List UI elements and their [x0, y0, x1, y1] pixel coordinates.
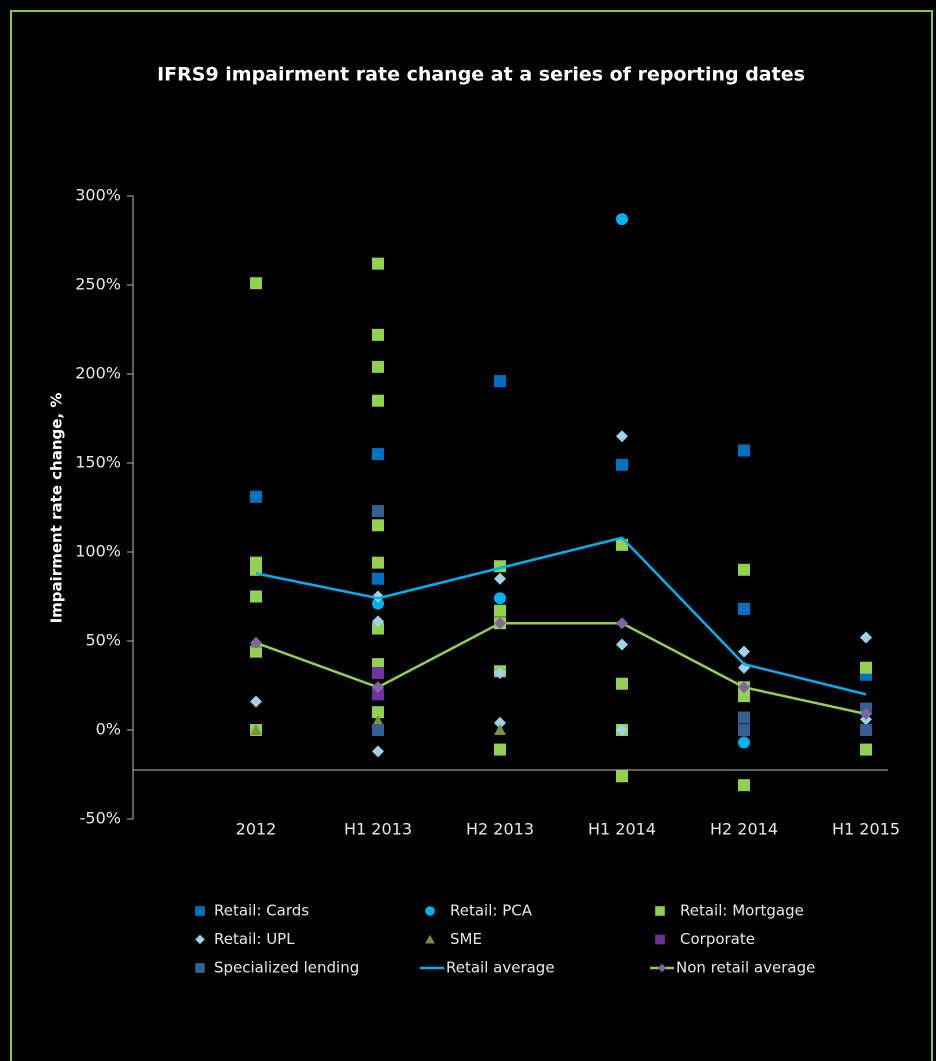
legend-label: Corporate: [680, 930, 755, 948]
data-point: [860, 743, 872, 756]
data-point: [494, 604, 506, 617]
legend-label: Retail: UPL: [214, 930, 295, 948]
x-tick-label: H1 2015: [832, 820, 900, 839]
data-point: [372, 328, 384, 341]
legend-label: Retail: Mortgage: [680, 902, 804, 920]
data-point: [372, 572, 384, 585]
data-point: [738, 563, 750, 576]
data-point: [250, 590, 262, 603]
data-point: [372, 360, 384, 373]
legend-marker: [425, 906, 435, 916]
y-tick-label: 250%: [75, 275, 121, 294]
legend-label: Retail average: [446, 959, 555, 977]
data-point: [616, 430, 628, 443]
y-tick-label: 150%: [75, 453, 121, 472]
data-point: [616, 677, 628, 690]
legend-label: SME: [450, 930, 482, 948]
data-point: [494, 724, 506, 735]
data-point: [372, 597, 384, 610]
average-point: [738, 681, 750, 694]
legend-marker: [655, 934, 665, 945]
y-tick-label: -50%: [80, 809, 121, 828]
data-point: [250, 645, 262, 658]
frame: [10, 10, 933, 1061]
y-tick-label: 200%: [75, 364, 121, 383]
data-point: [738, 602, 750, 615]
legend-marker: [655, 906, 665, 916]
data-point: [372, 505, 384, 518]
data-point: [494, 716, 506, 729]
data-point: [494, 572, 506, 585]
legend-label: Specialized lending: [214, 959, 359, 977]
data-point: [494, 592, 506, 605]
average-point: [494, 617, 506, 630]
data-point: [372, 257, 384, 270]
y-tick-label: 100%: [75, 542, 121, 561]
average-point: [250, 636, 262, 649]
y-tick-label: 0%: [96, 720, 121, 739]
legend-marker: [195, 963, 205, 973]
data-point: [372, 745, 384, 758]
data-point: [250, 490, 262, 503]
legend-label: Retail: Cards: [214, 902, 309, 920]
data-point: [372, 724, 384, 736]
data-point: [372, 622, 384, 635]
data-point: [738, 444, 750, 457]
data-point: [860, 661, 872, 674]
data-point: [616, 724, 628, 736]
data-point: [738, 736, 750, 749]
x-tick-label: H1 2013: [344, 820, 412, 839]
average-line: [255, 621, 867, 716]
average-point: [616, 617, 628, 630]
legend-marker: [195, 934, 205, 945]
legend-label: Retail: PCA: [450, 902, 533, 920]
data-point: [372, 706, 384, 719]
x-tick-label: 2012: [236, 820, 277, 839]
legend-marker: [657, 963, 667, 973]
data-point: [616, 638, 628, 651]
data-point: [860, 724, 872, 736]
data-point: [738, 645, 750, 658]
average-point: [860, 707, 872, 720]
data-point: [372, 715, 384, 727]
data-point: [372, 394, 384, 407]
data-point: [372, 590, 384, 603]
y-tick-label: 300%: [75, 186, 121, 205]
average-line: [255, 536, 867, 696]
average-point: [372, 681, 384, 694]
y-tick-label: 50%: [85, 631, 121, 650]
data-point: [616, 458, 628, 471]
data-point: [738, 724, 750, 736]
x-tick-label: H2 2014: [710, 820, 778, 839]
data-point: [738, 711, 750, 724]
y-axis-label: Impairment rate change, %: [48, 393, 66, 624]
data-point: [616, 770, 628, 783]
chart-title: IFRS9 impairment rate change at a series…: [157, 64, 805, 86]
data-point: [738, 779, 750, 792]
data-point: [250, 724, 262, 735]
legend-marker: [425, 934, 435, 944]
data-point: [372, 556, 384, 569]
data-point: [372, 688, 384, 701]
data-point: [372, 448, 384, 461]
data-point: [372, 615, 384, 628]
x-tick-label: H1 2014: [588, 820, 656, 839]
x-tick-label: H2 2013: [466, 820, 534, 839]
legend-marker: [195, 906, 205, 916]
data-point: [616, 213, 628, 226]
data-point: [860, 631, 872, 644]
data-point: [494, 375, 506, 388]
legend-label: Non retail average: [676, 959, 815, 977]
data-point: [494, 743, 506, 756]
data-point: [250, 277, 262, 290]
data-point: [250, 695, 262, 708]
data-point: [738, 690, 750, 703]
data-point: [494, 667, 506, 680]
data-point: [372, 519, 384, 532]
data-point: [372, 667, 384, 680]
